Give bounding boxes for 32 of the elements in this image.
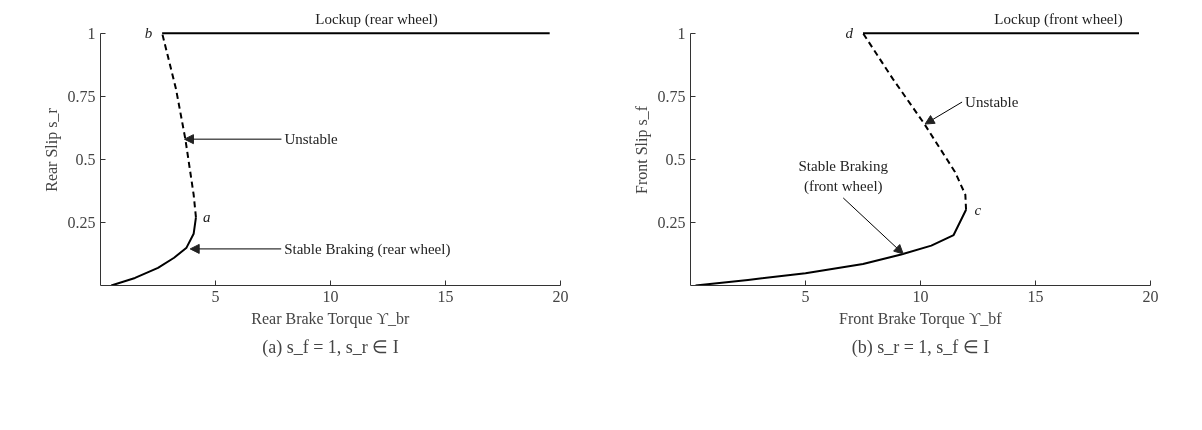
annotation: Unstable [965,94,1019,111]
x-tick-label: 15 [1027,287,1044,305]
x-tick-label: 20 [1142,287,1159,305]
x-tick-label: 5 [211,287,220,305]
annotation: a [202,209,211,226]
y-tick-label: 0.5 [75,150,96,168]
y-tick-label: 0.5 [665,150,686,168]
text: (a) s_f = 1, s_r ∈ I [262,336,399,358]
x-axis-title: Front Brake Torque ϒ_bf [839,309,1003,328]
annotation: c [974,201,982,218]
annotation: Stable Braking (front wheel) [798,158,889,195]
annotation: Unstable [284,131,339,148]
annotation: Stable Braking (rear wheel) [284,240,451,258]
y-tick-label: 1 [677,24,686,42]
y-tick-label: 1 [87,24,96,42]
annotation: Lockup (rear wheel) [315,11,438,29]
y-tick-label: 0.25 [67,213,96,231]
y-tick-label: 0.25 [657,213,686,231]
y-tick-label: 0.75 [67,87,96,105]
y-tick-label: 0.75 [657,87,686,105]
x-tick-label: 10 [322,287,339,305]
y-axis-title: Front Slip s_f [632,105,651,195]
annotation: b [144,25,153,42]
x-tick-label: 20 [552,287,569,305]
y-axis-title: Rear Slip s_r [42,107,61,192]
text: (b) s_r = 1, s_f ∈ I [851,336,990,358]
x-axis-title: Rear Brake Torque ϒ_br [251,309,411,328]
annotation: Lockup (front wheel) [994,11,1123,29]
x-tick-label: 5 [801,287,810,305]
x-tick-label: 15 [437,287,454,305]
annotation: d [845,25,854,42]
x-tick-label: 10 [912,287,929,305]
